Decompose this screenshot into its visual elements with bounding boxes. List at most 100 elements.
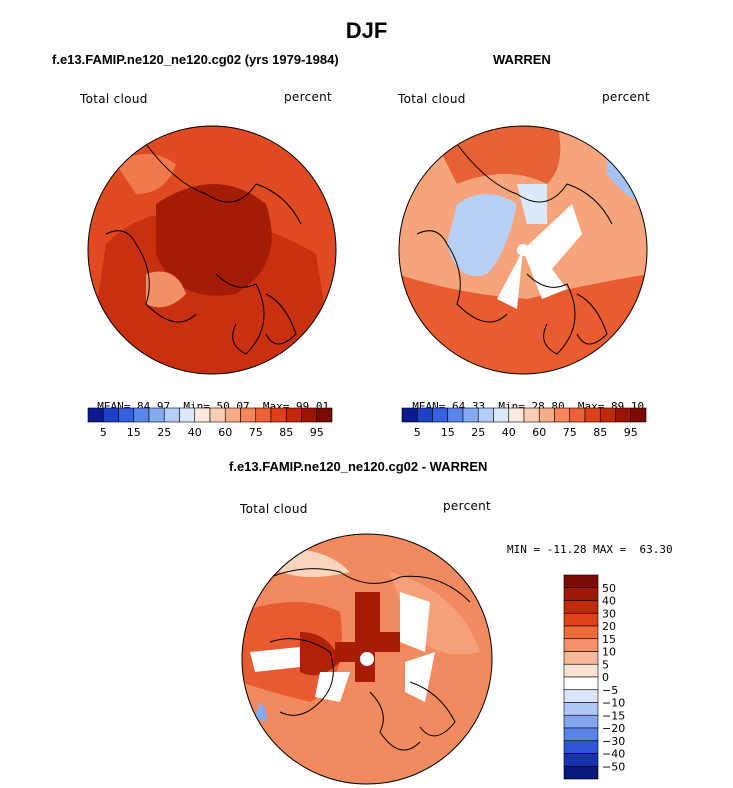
diff-colorbar-swatch — [563, 740, 599, 754]
model-colorbar-swatch — [255, 407, 272, 423]
diff-coastlines — [259, 568, 471, 751]
model-colorbar-tick: 75 — [249, 426, 263, 439]
obs-colorbar-swatch — [508, 407, 525, 423]
diff-max-patch — [300, 632, 340, 676]
model-colorbar-swatch — [148, 407, 165, 423]
diff-colorbar-swatch — [563, 600, 599, 614]
obs-low-patch-2 — [517, 184, 547, 224]
diff-colorbar-tick: 0 — [602, 671, 609, 684]
obs-colorbar-swatch — [401, 407, 418, 423]
diff-colorbar-tick: 30 — [602, 607, 616, 620]
obs-colorbar-swatch — [477, 407, 494, 423]
obs-colorbar-swatch — [493, 407, 510, 423]
diff-colorbar-tick: 40 — [602, 595, 616, 608]
obs-colorbar-swatch — [523, 407, 540, 423]
model-colorbar-swatch — [87, 407, 104, 423]
obs-colorbar-swatch — [630, 407, 647, 423]
model-colorbar-swatch — [301, 407, 318, 423]
diff-colorbar-tick: 50 — [602, 582, 616, 595]
model-subtitle: f.e13.FAMIP.ne120_ne120.cg02 (yrs 1979-1… — [52, 52, 339, 67]
model-colorbar-tick: 5 — [100, 426, 107, 439]
obs-colorbar-swatch — [447, 407, 464, 423]
obs-colorbar-swatch — [432, 407, 449, 423]
model-polar-map — [87, 125, 337, 375]
diff-colorbar-swatch — [563, 765, 599, 780]
obs-subtitle: WARREN — [493, 52, 551, 67]
diff-minmax: MIN = -11.28 MAX = 63.30 — [507, 543, 673, 556]
obs-colorbar-tick: 5 — [414, 426, 421, 439]
diff-variable-label: Total cloud — [240, 502, 308, 516]
model-greenland-low — [146, 271, 186, 308]
model-arctic-max — [156, 184, 272, 296]
model-low-patch — [116, 154, 176, 194]
model-colorbar-swatch — [316, 407, 333, 423]
obs-low-patch — [447, 194, 517, 276]
diff-colorbar-swatch — [563, 587, 599, 601]
diff-colorbar-tick: −40 — [602, 748, 625, 761]
model-units-label: percent — [284, 90, 333, 104]
model-colorbar-swatch — [240, 407, 257, 423]
obs-polar-map — [398, 125, 648, 375]
diff-colorbar-swatch — [563, 689, 599, 703]
diff-missing-sector-4 — [250, 647, 300, 672]
diff-colorbar-swatch — [563, 625, 599, 640]
diff-polar-map — [241, 533, 493, 785]
model-colorbar-swatch — [102, 407, 119, 423]
obs-colorbar-swatch — [554, 407, 571, 423]
diff-subtitle: f.e13.FAMIP.ne120_ne120.cg02 - WARREN — [229, 459, 488, 474]
model-colorbar-swatch — [224, 407, 241, 423]
obs-missing-sector — [523, 204, 582, 299]
obs-coastlines — [416, 143, 613, 355]
diff-missing-sector-2 — [405, 652, 435, 702]
model-colorbar-tick: 25 — [157, 426, 171, 439]
obs-colorbar-tick: 25 — [471, 426, 485, 439]
diff-colorbar-tick: −30 — [602, 735, 625, 748]
model-colorbar-tick: 40 — [188, 426, 202, 439]
obs-colorbar-tick: 85 — [593, 426, 607, 439]
diff-colorbar-tick: 5 — [602, 658, 609, 671]
model-colorbar-swatch — [133, 407, 150, 423]
diff-colorbar-tick: 10 — [602, 646, 616, 659]
diff-colorbar-swatch — [563, 753, 599, 767]
diff-colorbar-tick: −20 — [602, 722, 625, 735]
diff-central-max — [335, 592, 400, 682]
diff-colorbar-tick: 15 — [602, 633, 616, 646]
diff-colorbar-swatch — [563, 612, 599, 627]
obs-colorbar-tick: 15 — [441, 426, 455, 439]
diff-colorbar-tick: −10 — [602, 697, 625, 710]
obs-colorbar-swatch — [615, 407, 632, 423]
obs-colorbar-swatch — [462, 407, 479, 423]
diff-colorbar-swatch — [563, 638, 599, 652]
obs-units-label: percent — [602, 90, 651, 104]
model-colorbar: 5 15 25 40 60 75 85 95 — [87, 407, 333, 439]
model-variable-label: Total cloud — [80, 92, 148, 106]
obs-colorbar-tick: 95 — [624, 426, 638, 439]
diff-colorbar-tick: −15 — [602, 709, 625, 722]
page-title: DJF — [345, 18, 388, 43]
obs-colorbar-tick: 60 — [532, 426, 546, 439]
model-coastlines — [105, 143, 302, 355]
diff-units-label: percent — [443, 499, 492, 513]
model-colorbar-swatch — [163, 407, 180, 423]
obs-colorbar-tick: 40 — [502, 426, 516, 439]
model-colorbar-tick: 60 — [218, 426, 232, 439]
diff-colorbar-swatch — [563, 651, 599, 665]
model-colorbar-swatch — [118, 407, 135, 423]
diff-colorbar-swatch — [563, 727, 599, 742]
diff-pole-hole — [360, 652, 374, 666]
obs-colorbar-swatch — [416, 407, 433, 423]
obs-colorbar: 5 15 25 40 60 75 85 95 — [401, 407, 647, 439]
diff-colorbar-swatch — [563, 663, 599, 678]
obs-colorbar-swatch — [569, 407, 586, 423]
diff-colorbar-tick: 20 — [602, 620, 616, 633]
diff-missing-sector — [400, 592, 430, 652]
model-map-border — [87, 125, 337, 375]
obs-colorbar-swatch — [538, 407, 555, 423]
model-colorbar-swatch — [285, 407, 302, 423]
obs-colorbar-swatch — [584, 407, 601, 423]
model-colorbar-tick: 15 — [127, 426, 141, 439]
diff-colorbar-swatch — [563, 702, 599, 716]
diff-colorbar-swatch — [563, 574, 599, 589]
diff-colorbar-swatch — [563, 714, 599, 729]
